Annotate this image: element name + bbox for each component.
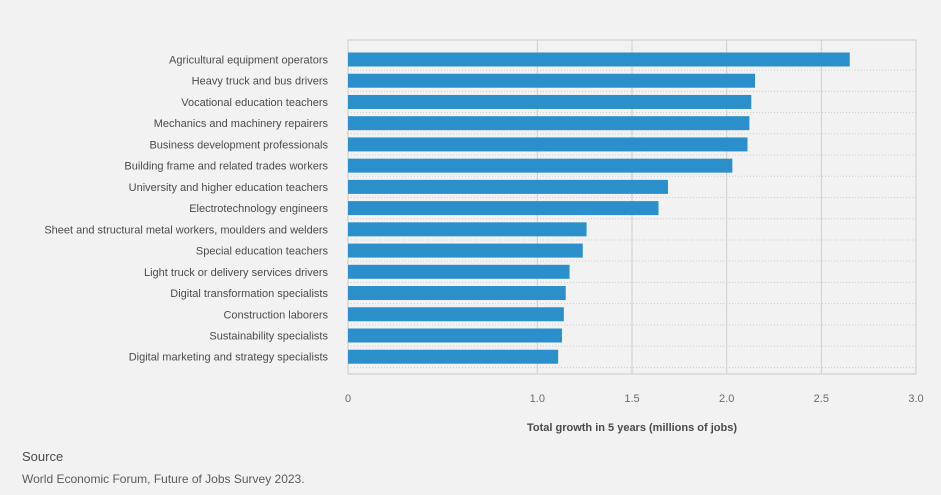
x-tick-label: 2.5 — [814, 393, 829, 405]
bar — [348, 243, 583, 258]
bar — [348, 328, 562, 343]
bar — [348, 307, 564, 322]
bar — [348, 158, 733, 173]
source-heading: Source — [22, 449, 64, 464]
category-label: Building frame and related trades worker… — [124, 161, 328, 173]
bar — [348, 264, 570, 279]
category-label: Business development professionals — [149, 139, 328, 151]
category-label: Agricultural equipment operators — [169, 55, 328, 67]
bar — [348, 349, 559, 364]
x-axis-label: Total growth in 5 years (millions of job… — [527, 422, 737, 434]
category-label: Light truck or delivery services drivers — [144, 267, 329, 279]
bars — [348, 52, 850, 364]
bar-chart: Agricultural equipment operators Heavy tr… — [44, 39, 924, 434]
bar — [348, 137, 748, 152]
bar — [348, 286, 566, 301]
bar — [348, 73, 756, 88]
category-label: Digital marketing and strategy specialis… — [129, 352, 329, 364]
category-label: Vocational education teachers — [181, 97, 328, 109]
category-label: Digital transformation specialists — [170, 288, 328, 300]
category-label: Special education teachers — [196, 246, 329, 258]
source-text: World Economic Forum, Future of Jobs Sur… — [22, 472, 305, 486]
source-footer: Source World Economic Forum, Future of J… — [22, 449, 305, 486]
category-label: Mechanics and machinery repairers — [154, 118, 329, 130]
category-label: Electrotechnology engineers — [189, 203, 328, 215]
x-tick-label: 1.5 — [624, 393, 639, 405]
bar — [348, 222, 587, 237]
category-label: Heavy truck and bus drivers — [192, 76, 329, 88]
category-label: University and higher education teachers — [129, 182, 329, 194]
bar — [348, 201, 659, 216]
category-label: Sheet and structural metal workers, moul… — [44, 224, 328, 236]
category-labels: Agricultural equipment operators Heavy tr… — [44, 55, 328, 364]
x-tick-label: 3.0 — [908, 393, 923, 405]
bar — [348, 52, 850, 67]
bar — [348, 179, 668, 194]
bar — [348, 116, 750, 131]
x-tick-label: 2.0 — [719, 393, 734, 405]
bar — [348, 94, 752, 109]
x-tick-label: 1.0 — [530, 393, 545, 405]
category-label: Sustainability specialists — [209, 330, 328, 342]
x-tick-label: 0 — [345, 393, 351, 405]
x-axis-ticks: 0 1.0 1.5 2.0 2.5 3.0 — [345, 393, 924, 405]
category-label: Construction laborers — [223, 309, 328, 321]
